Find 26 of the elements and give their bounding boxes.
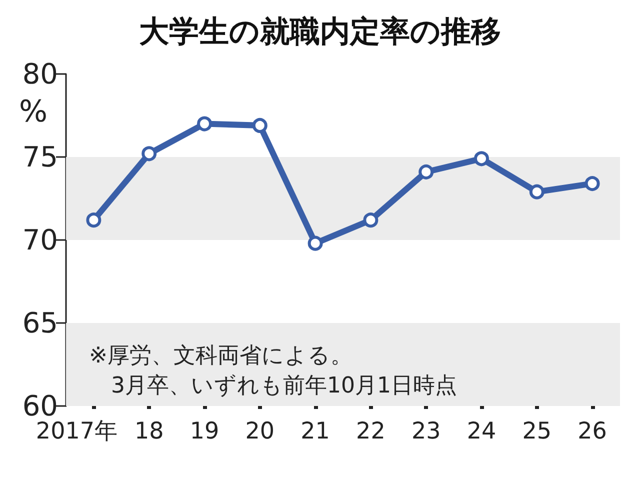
x-tick-label: 18 xyxy=(134,418,164,444)
chart-title: 大学生の就職内定率の推移 xyxy=(139,14,501,50)
x-tick-label: 22 xyxy=(356,418,386,444)
x-tick-label: 23 xyxy=(411,418,441,444)
x-tick-label: 20 xyxy=(245,418,275,444)
y-tick-label: 80 xyxy=(22,58,58,90)
y-tick-label: 75 xyxy=(22,140,58,174)
point xyxy=(529,184,544,200)
point xyxy=(197,116,212,132)
y-tick-label: 70 xyxy=(22,224,58,256)
x-tick-label: 21 xyxy=(300,418,330,444)
x-tick-label: 25 xyxy=(522,418,552,444)
point xyxy=(142,146,157,162)
point xyxy=(252,118,268,133)
annotation: ※厚労、文科両省による。 3月卒、いずれも前年10月1日時点 xyxy=(89,344,457,398)
x-tick-label: 26 xyxy=(578,418,607,444)
point xyxy=(86,212,102,228)
x-tick-label: 19 xyxy=(190,418,220,444)
x-tick-label: 24 xyxy=(466,418,496,444)
point xyxy=(474,151,489,166)
point xyxy=(363,212,378,228)
y-axis-title: % xyxy=(19,94,48,130)
point xyxy=(584,176,600,192)
point xyxy=(308,236,323,251)
y-tick-label: 65 xyxy=(22,306,58,340)
point xyxy=(418,164,434,180)
